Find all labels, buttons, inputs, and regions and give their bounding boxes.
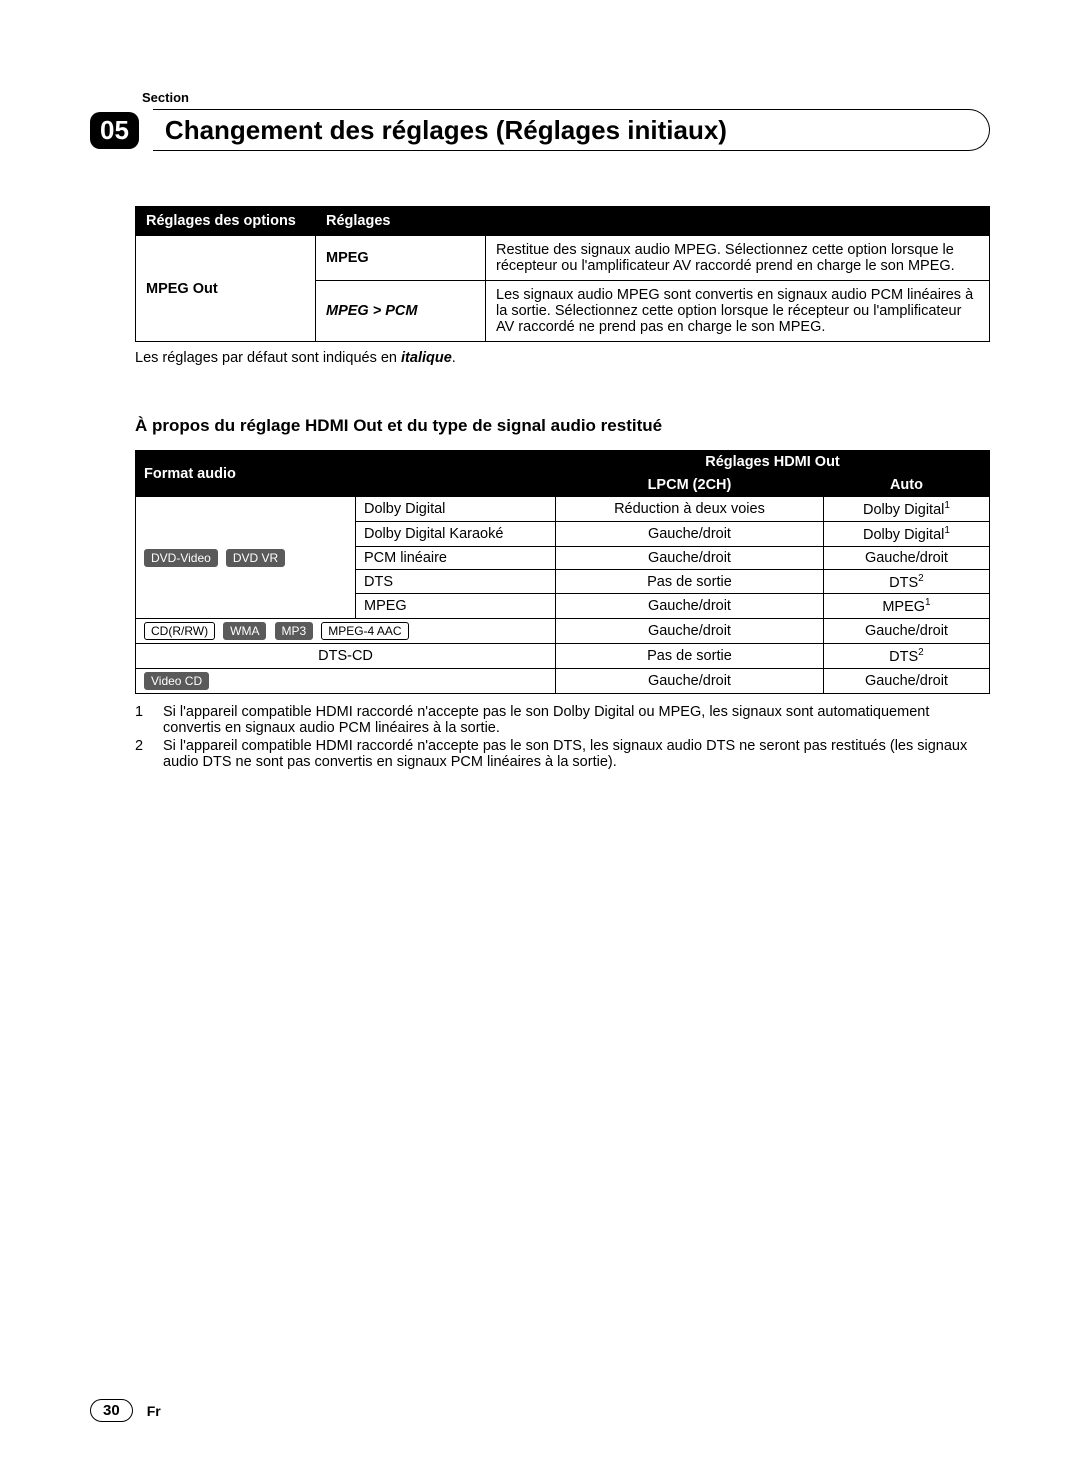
language-code: Fr <box>147 1403 161 1419</box>
t2-codec-2: PCM linéaire <box>356 546 556 569</box>
subheading-prefix: À propos du réglage <box>135 416 305 435</box>
badge-dvd-video: DVD-Video <box>144 549 218 567</box>
t2-codec-0: Dolby Digital <box>356 497 556 522</box>
default-note: Les réglages par défaut sont indiqués en… <box>135 350 990 366</box>
t2-lpcm-1: Gauche/droit <box>556 521 824 546</box>
note-num-1: 1 <box>135 704 163 736</box>
t2-dtscd-lpcm: Pas de sortie <box>556 644 824 669</box>
t2-cd-badges: CD(R/RW) WMA MP3 MPEG-4 AAC <box>136 619 556 644</box>
t2-cd-lpcm: Gauche/droit <box>556 619 824 644</box>
t2-lpcm-3: Pas de sortie <box>556 569 824 594</box>
t2-h-format: Format audio <box>136 451 556 497</box>
table1-header-options: Réglages des options <box>136 207 316 236</box>
t2-h-hdmi: Réglages HDMI Out <box>556 451 990 474</box>
table1-setting-1: MPEG > PCM <box>316 281 486 342</box>
default-note-suffix: . <box>452 350 456 366</box>
badge-mp3: MP3 <box>275 622 314 640</box>
note-text-1: Si l'appareil compatible HDMI raccordé n… <box>163 704 990 736</box>
t2-vcd-auto: Gauche/droit <box>823 669 989 694</box>
subheading-suffix: et du type de signal audio restitué <box>382 416 662 435</box>
badge-mpeg4aac: MPEG-4 AAC <box>321 622 408 640</box>
badge-cdrrw: CD(R/RW) <box>144 622 215 640</box>
subheading-mid: HDMI Out <box>305 416 382 435</box>
t2-dtscd-auto: DTS2 <box>823 644 989 669</box>
section-label: Section <box>142 90 990 105</box>
table1-setting-0: MPEG <box>316 236 486 281</box>
chapter-number: 05 <box>90 112 139 149</box>
chapter-header: 05 Changement des réglages (Réglages ini… <box>90 109 990 151</box>
table1-option: MPEG Out <box>136 236 316 342</box>
page-number: 30 <box>90 1399 133 1422</box>
badge-wma: WMA <box>223 622 266 640</box>
settings-table: Réglages des options Réglages MPEG Out M… <box>135 206 990 342</box>
footnotes: 1 Si l'appareil compatible HDMI raccordé… <box>135 704 990 770</box>
note-num-2: 2 <box>135 738 163 770</box>
t2-auto-4: MPEG1 <box>823 594 989 619</box>
t2-codec-4: MPEG <box>356 594 556 619</box>
t2-h-lpcm: LPCM (2CH) <box>556 474 824 497</box>
default-note-prefix: Les réglages par défaut sont indiqués en <box>135 350 401 366</box>
t2-lpcm-2: Gauche/droit <box>556 546 824 569</box>
t2-auto-0: Dolby Digital1 <box>823 497 989 522</box>
t2-dvd-badges: DVD-Video DVD VR <box>136 497 356 619</box>
badge-videocd: Video CD <box>144 672 209 690</box>
t2-codec-1: Dolby Digital Karaoké <box>356 521 556 546</box>
table1-desc-1: Les signaux audio MPEG sont convertis en… <box>486 281 990 342</box>
t2-auto-3: DTS2 <box>823 569 989 594</box>
note-text-2: Si l'appareil compatible HDMI raccordé n… <box>163 738 990 770</box>
table1-desc-0: Restitue des signaux audio MPEG. Sélecti… <box>486 236 990 281</box>
badge-dvd-vr: DVD VR <box>226 549 285 567</box>
table1-header-blank <box>486 207 990 236</box>
table1-header-settings: Réglages <box>316 207 486 236</box>
t2-lpcm-0: Réduction à deux voies <box>556 497 824 522</box>
t2-auto-2: Gauche/droit <box>823 546 989 569</box>
t2-codec-3: DTS <box>356 569 556 594</box>
t2-dtscd: DTS-CD <box>136 644 556 669</box>
t2-vcd: Video CD <box>136 669 556 694</box>
chapter-title: Changement des réglages (Réglages initia… <box>153 115 727 146</box>
t2-vcd-lpcm: Gauche/droit <box>556 669 824 694</box>
t2-cd-auto: Gauche/droit <box>823 619 989 644</box>
page-footer: 30 Fr <box>90 1399 161 1422</box>
t2-h-auto: Auto <box>823 474 989 497</box>
default-note-italic: italique <box>401 350 452 366</box>
subheading: À propos du réglage HDMI Out et du type … <box>135 416 990 436</box>
t2-auto-1: Dolby Digital1 <box>823 521 989 546</box>
t2-lpcm-4: Gauche/droit <box>556 594 824 619</box>
hdmi-table: Format audio Réglages HDMI Out LPCM (2CH… <box>135 450 990 694</box>
